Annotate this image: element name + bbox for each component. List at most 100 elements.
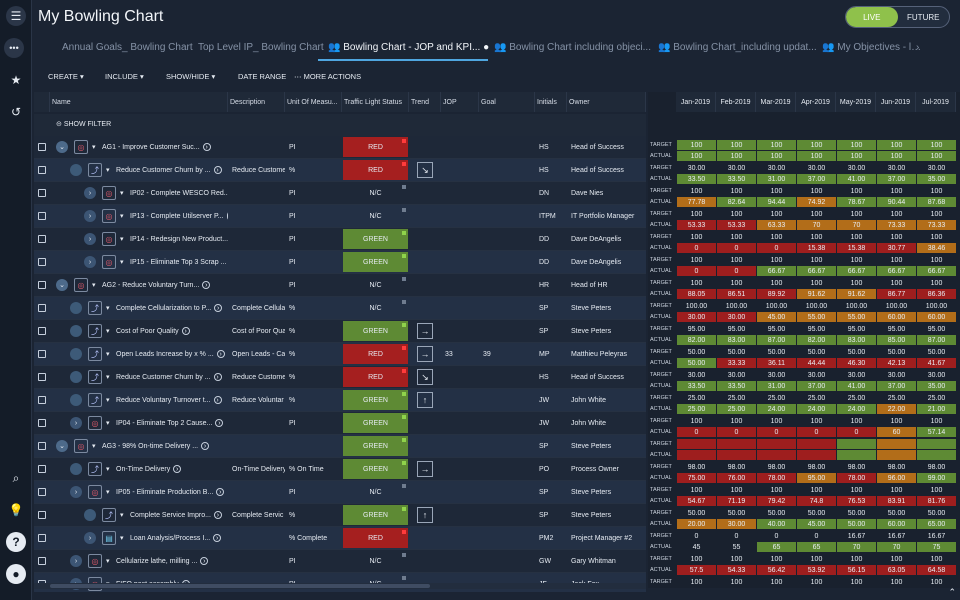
actual-cell[interactable]: 22.00 (877, 404, 916, 414)
actual-cell[interactable]: 20.00 (677, 519, 716, 529)
traffic-light-status[interactable]: GREEN (343, 390, 408, 410)
expand-chevron-icon[interactable]: › (84, 210, 96, 222)
table-row[interactable]: › ◎ ▾ IP14 - Redesign New Product...› PI GREE… (34, 228, 646, 251)
target-cell[interactable]: 100 (810, 256, 823, 264)
table-row[interactable]: › ◎ ▾ IP05 - Eliminate Production B... › PI N/… (34, 481, 646, 504)
target-cell[interactable]: 100 (717, 140, 756, 150)
show-filter-button[interactable]: ⊝ SHOW FILTER (56, 121, 112, 128)
target-cell[interactable]: 100 (930, 578, 943, 586)
info-icon[interactable]: › (214, 304, 223, 312)
row-checkbox[interactable] (38, 557, 46, 565)
target-cell[interactable]: 100 (810, 210, 823, 218)
table-row[interactable]: › ◎ ▾ IP04 - Eliminate Top 2 Cause... › PI GRE… (34, 412, 646, 435)
row-menu-chevron-icon[interactable]: ▾ (106, 328, 110, 335)
actual-cell[interactable]: 24.00 (837, 404, 876, 414)
target-cell[interactable]: 100 (690, 279, 703, 287)
actual-cell[interactable]: 41.00 (837, 381, 876, 391)
target-cell[interactable]: 100.00 (925, 302, 948, 310)
date-range-button[interactable]: DATE RANGE (238, 72, 287, 81)
traffic-light-status[interactable]: N/C (343, 298, 408, 318)
target-cell[interactable]: 100 (770, 417, 783, 425)
actual-cell[interactable]: 45.00 (797, 519, 836, 529)
target-cell[interactable] (837, 439, 876, 449)
target-cell[interactable]: 100 (730, 486, 743, 494)
target-cell[interactable]: 98.00 (847, 463, 866, 471)
table-row[interactable]: ⤴ ▾ Complete Cellularization to P... › Compl… (34, 297, 646, 320)
actual-cell[interactable] (837, 450, 876, 460)
target-cell[interactable]: 95.00 (687, 325, 706, 333)
row-menu-chevron-icon[interactable]: ▾ (92, 144, 96, 151)
target-cell[interactable]: 30.00 (767, 371, 786, 379)
expand-chevron-icon[interactable]: › (84, 256, 96, 268)
actual-cell[interactable]: 42.13 (877, 358, 916, 368)
actual-cell[interactable]: 35.00 (917, 174, 956, 184)
actual-cell[interactable]: 57.14 (917, 427, 956, 437)
target-cell[interactable]: 30.00 (887, 164, 906, 172)
table-row[interactable]: › ◎ ▾ IP13 - Complete Utilserver P...› PI N/C… (34, 205, 646, 228)
target-cell[interactable]: 100 (730, 555, 743, 563)
tab-bowling-chart-jop[interactable]: 👥 Bowling Chart - JOP and KPI... ● (328, 42, 490, 53)
actual-cell[interactable]: 60.00 (877, 312, 916, 322)
table-row[interactable]: ⌄ ◎ ▾ AG3 - 98% On-time Delivery ... › GREEN S… (34, 435, 646, 458)
traffic-light-status[interactable]: N/C (343, 551, 408, 571)
target-cell[interactable]: 100 (690, 187, 703, 195)
traffic-light-status[interactable]: N/C (343, 183, 408, 203)
info-icon[interactable]: › (202, 143, 211, 151)
traffic-light-status[interactable]: N/C (343, 206, 408, 226)
row-checkbox[interactable] (38, 534, 46, 542)
target-cell[interactable]: 100 (677, 140, 716, 150)
item-name[interactable]: AG2 - Reduce Voluntary Turn... › (100, 274, 228, 296)
actual-cell[interactable] (917, 450, 956, 460)
name-column-header[interactable]: Name (50, 92, 228, 112)
actual-cell[interactable]: 70 (877, 542, 916, 552)
actual-cell[interactable]: 36.11 (757, 358, 796, 368)
actual-cell[interactable]: 71.19 (717, 496, 756, 506)
target-cell[interactable]: 100 (930, 210, 943, 218)
target-cell[interactable]: 100 (890, 279, 903, 287)
target-cell[interactable]: 50.00 (887, 509, 906, 517)
target-cell[interactable]: 30.00 (927, 371, 946, 379)
target-cell[interactable]: 100 (690, 486, 703, 494)
traffic-light-status[interactable]: N/C (343, 482, 408, 502)
live-future-toggle[interactable]: LIVE FUTURE (845, 6, 950, 28)
actual-cell[interactable]: 76.53 (837, 496, 876, 506)
horizontal-scrollbar[interactable] (34, 583, 646, 589)
row-checkbox[interactable] (38, 281, 46, 289)
actual-cell[interactable]: 50.00 (837, 519, 876, 529)
target-cell[interactable]: 100 (850, 256, 863, 264)
target-cell[interactable] (917, 439, 956, 449)
target-cell[interactable]: 25.00 (927, 394, 946, 402)
target-cell[interactable]: 100 (810, 279, 823, 287)
table-row[interactable]: ⌄ ◎ ▾ AG2 - Reduce Voluntary Turn... › PI N/C H… (34, 274, 646, 297)
actual-cell[interactable]: 90.44 (877, 197, 916, 207)
actual-cell[interactable]: 30.00 (677, 312, 716, 322)
target-cell[interactable]: 100 (770, 486, 783, 494)
actual-cell[interactable]: 100 (677, 151, 716, 161)
star-icon[interactable]: ★ (10, 73, 22, 87)
row-checkbox[interactable] (38, 143, 46, 151)
actual-cell[interactable]: 53.33 (677, 220, 716, 230)
target-cell[interactable]: 0 (734, 532, 739, 540)
target-cell[interactable] (677, 439, 716, 449)
actual-cell[interactable]: 0 (677, 427, 716, 437)
target-cell[interactable]: 100 (837, 140, 876, 150)
traffic-light-status[interactable]: GREEN (343, 252, 408, 272)
actual-cell[interactable]: 25.00 (677, 404, 716, 414)
target-cell[interactable]: 100 (730, 233, 743, 241)
actual-cell[interactable]: 87.68 (917, 197, 956, 207)
actual-cell[interactable]: 66.67 (797, 266, 836, 276)
target-cell[interactable]: 100 (730, 417, 743, 425)
info-icon[interactable]: › (201, 442, 210, 450)
target-cell[interactable]: 100 (730, 187, 743, 195)
show-hide-menu[interactable]: SHOW/HIDE ▾ (166, 72, 216, 81)
table-row[interactable]: › ◎ ▾ Cellularize lathe, milling ... › PI N/C G… (34, 550, 646, 573)
row-checkbox[interactable] (38, 212, 46, 220)
target-cell[interactable]: 100 (770, 210, 783, 218)
target-cell[interactable]: 100 (730, 256, 743, 264)
table-row[interactable]: ⌄ ◎ ▾ AG1 - Improve Customer Suc... › PI RED HS… (34, 136, 646, 159)
item-name[interactable]: Reduce Customer Churn by ... › (114, 366, 228, 388)
traffic-light-column-header[interactable]: Traffic Light Status (342, 92, 409, 112)
row-checkbox[interactable] (38, 511, 46, 519)
actual-cell[interactable]: 60 (877, 427, 916, 437)
target-cell[interactable]: 100 (850, 210, 863, 218)
